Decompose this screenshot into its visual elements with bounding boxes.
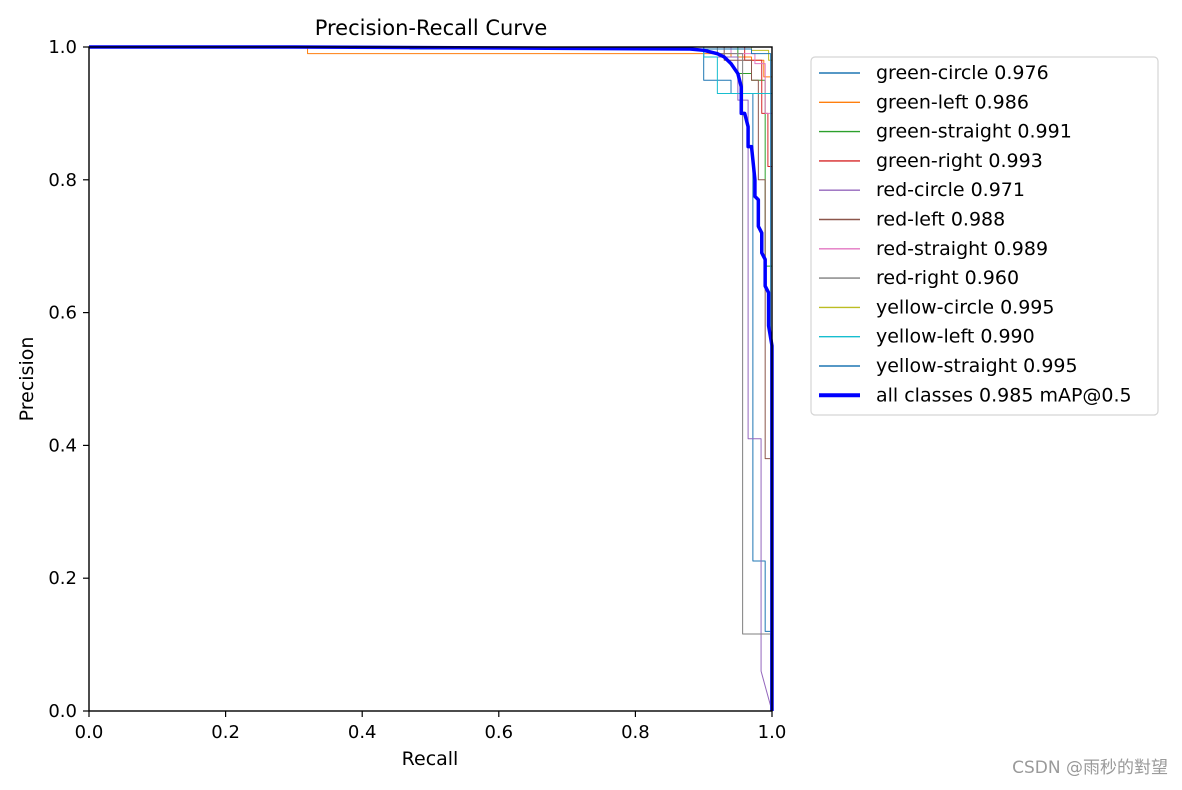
y-tick-label: 1.0 bbox=[48, 37, 77, 58]
legend-label-green-straight: green-straight 0.991 bbox=[876, 121, 1072, 143]
legend: green-circle 0.976 green-left 0.986 green-… bbox=[810, 56, 1159, 416]
y-tick-label: 0.6 bbox=[48, 303, 77, 324]
series-line-red-circle bbox=[89, 46, 773, 712]
legend-label-green-right: green-right 0.993 bbox=[876, 150, 1043, 172]
legend-label-red-circle: red-circle 0.971 bbox=[876, 179, 1025, 201]
chart-title: Precision-Recall Curve bbox=[315, 16, 548, 40]
legend-label-all-classes: all classes 0.985 mAP@0.5 bbox=[876, 384, 1132, 406]
series-line-green-left bbox=[89, 46, 773, 711]
x-axis-label: Recall bbox=[402, 748, 459, 770]
legend-label-red-left: red-left 0.988 bbox=[876, 209, 1005, 231]
series-line-yellow-straight bbox=[89, 46, 772, 712]
x-tick-label: 0.8 bbox=[621, 722, 650, 743]
legend-label-green-left: green-left 0.986 bbox=[876, 91, 1029, 113]
series-layer bbox=[89, 45, 774, 712]
y-tick-label: 0.0 bbox=[48, 701, 77, 722]
series-line-green-circle bbox=[89, 46, 773, 711]
series-line-yellow-circle bbox=[89, 46, 773, 711]
series-line-all-classes bbox=[89, 45, 774, 711]
y-tick-label: 0.2 bbox=[48, 568, 77, 589]
legend-label-yellow-straight: yellow-straight 0.995 bbox=[876, 355, 1078, 377]
legend-label-yellow-left: yellow-left 0.990 bbox=[876, 326, 1035, 348]
series-line-red-left bbox=[89, 46, 773, 711]
watermark: CSDN @雨秒的對望 bbox=[1012, 758, 1168, 778]
x-tick-label: 0.4 bbox=[348, 722, 377, 743]
legend-label-green-circle: green-circle 0.976 bbox=[876, 62, 1049, 84]
x-tick-label: 0.6 bbox=[484, 722, 513, 743]
y-tick-label: 0.8 bbox=[48, 170, 77, 191]
legend-label-red-right: red-right 0.960 bbox=[876, 267, 1019, 289]
x-tick-label: 0.2 bbox=[211, 722, 240, 743]
y-axis-ticks: 0.0 0.2 0.4 0.6 0.8 1.0 bbox=[48, 37, 89, 722]
x-axis-ticks: 0.0 0.2 0.4 0.6 0.8 1.0 bbox=[75, 711, 787, 743]
series-line-red-straight bbox=[89, 46, 773, 711]
y-tick-label: 0.4 bbox=[48, 435, 77, 456]
legend-label-yellow-circle: yellow-circle 0.995 bbox=[876, 296, 1054, 318]
series-line-red-right bbox=[89, 46, 772, 712]
series-line-green-straight bbox=[89, 46, 773, 711]
x-tick-label: 1.0 bbox=[758, 722, 787, 743]
plot-frame bbox=[88, 46, 773, 712]
legend-box bbox=[810, 56, 1159, 416]
y-axis-label: Precision bbox=[16, 337, 38, 422]
x-tick-label: 0.0 bbox=[75, 722, 104, 743]
series-line-green-right bbox=[89, 46, 773, 711]
series-line-yellow-left bbox=[89, 46, 773, 711]
legend-label-red-straight: red-straight 0.989 bbox=[876, 238, 1048, 260]
